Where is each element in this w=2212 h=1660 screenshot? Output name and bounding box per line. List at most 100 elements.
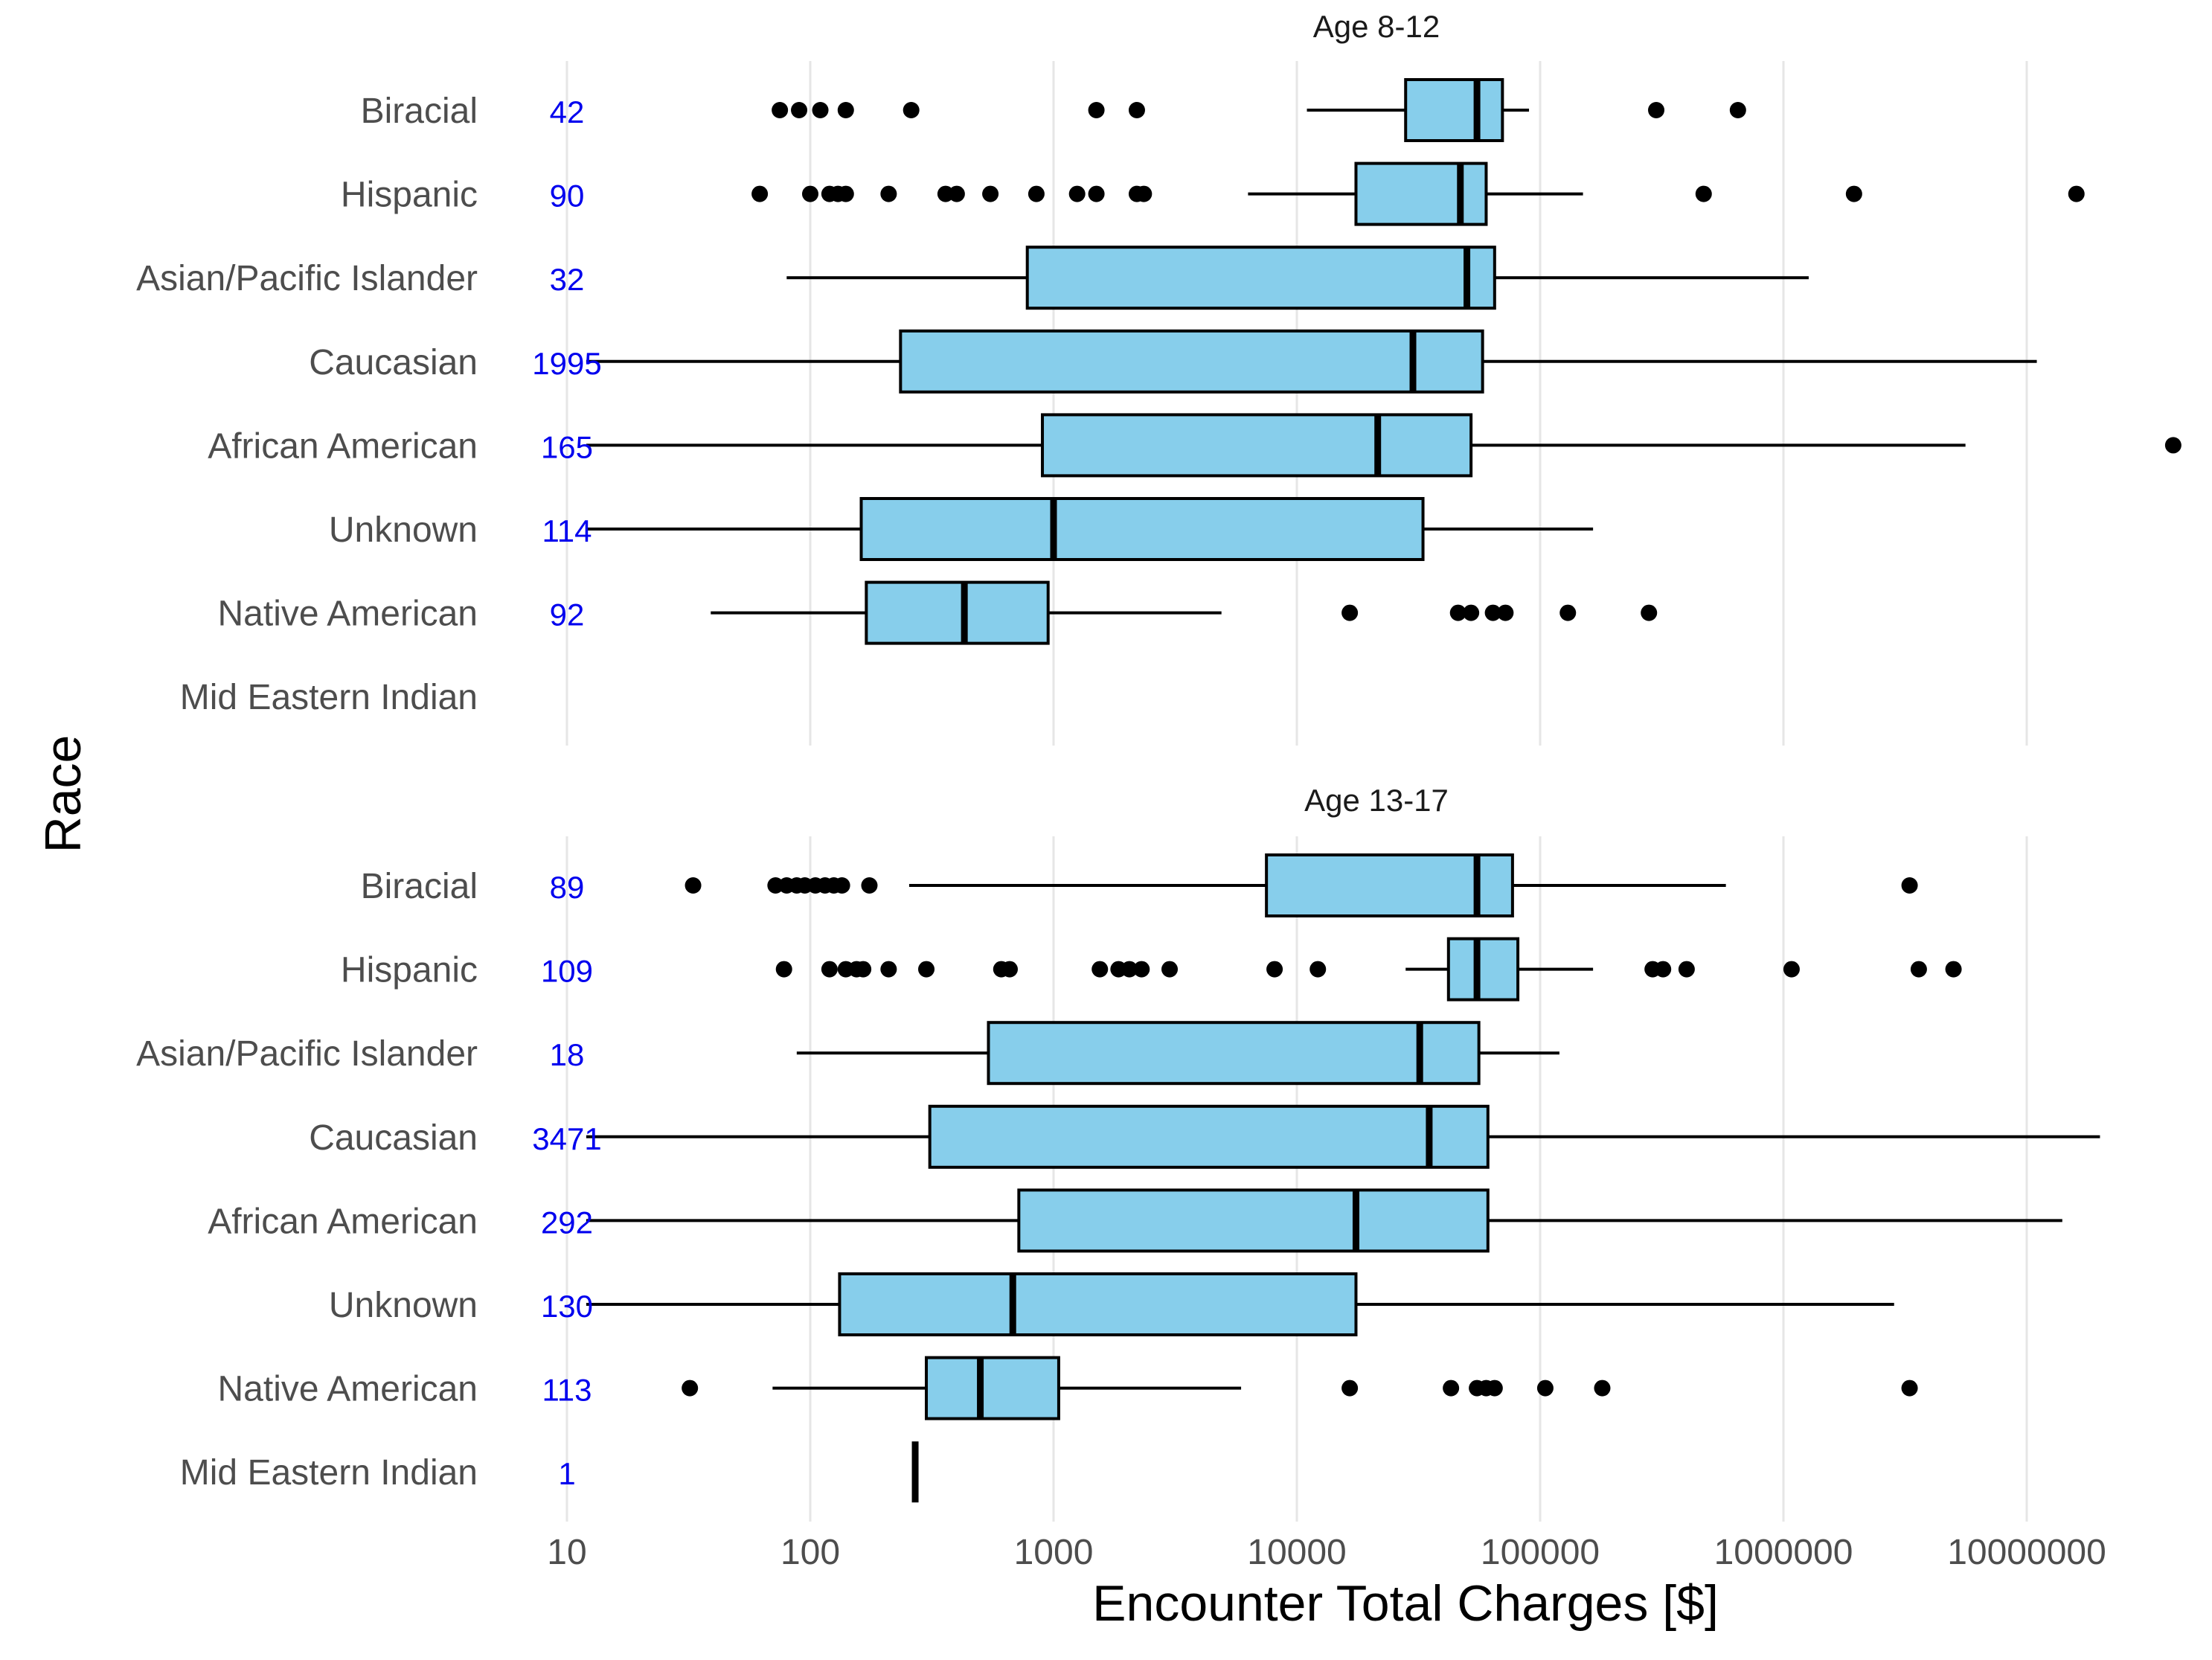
outlier-point bbox=[1133, 961, 1150, 978]
count-label: 89 bbox=[550, 870, 585, 905]
outlier-point bbox=[1655, 961, 1672, 978]
count-label: 114 bbox=[542, 513, 592, 548]
outlier-point bbox=[903, 102, 920, 118]
outlier-point bbox=[1341, 1379, 1359, 1397]
race-label: Native American bbox=[218, 1370, 478, 1409]
outlier-point bbox=[918, 961, 935, 978]
count-label: 130 bbox=[541, 1289, 593, 1324]
box bbox=[859, 497, 1425, 561]
plot-area bbox=[586, 78, 2181, 1503]
box bbox=[987, 1021, 1481, 1086]
outlier-point bbox=[1729, 102, 1746, 118]
box bbox=[1446, 937, 1520, 1002]
box bbox=[838, 1272, 1358, 1336]
outlier-point bbox=[1309, 961, 1327, 978]
outlier-point bbox=[812, 102, 829, 118]
race-label: Unknown bbox=[329, 1286, 478, 1325]
outlier-point bbox=[855, 961, 872, 978]
outlier-point bbox=[1068, 185, 1086, 202]
count-label: 18 bbox=[550, 1037, 585, 1072]
outlier-point bbox=[1128, 102, 1145, 118]
outlier-point bbox=[1901, 1379, 1918, 1397]
outlier-point bbox=[880, 185, 897, 202]
x-tick-label: 10000 bbox=[1247, 1533, 1346, 1572]
box bbox=[1354, 161, 1488, 226]
outlier-point bbox=[1121, 961, 1138, 978]
count-label: 42 bbox=[550, 94, 585, 129]
box bbox=[1404, 78, 1504, 142]
box bbox=[1265, 853, 1514, 917]
count-label: 113 bbox=[542, 1373, 592, 1408]
box bbox=[865, 580, 1050, 645]
outlier-point bbox=[791, 102, 808, 118]
grid-lines bbox=[565, 61, 2028, 1522]
count-label: 92 bbox=[550, 597, 585, 632]
outlier-point bbox=[1497, 604, 1514, 621]
count-label: 90 bbox=[550, 179, 585, 214]
y-axis-title: Race bbox=[35, 735, 92, 853]
x-tick-label: 1000000 bbox=[1714, 1533, 1853, 1572]
race-label: Unknown bbox=[329, 510, 478, 550]
box bbox=[1041, 413, 1473, 478]
outlier-point bbox=[1266, 961, 1283, 978]
race-label: Caucasian bbox=[309, 343, 478, 382]
count-label: 3471 bbox=[532, 1121, 601, 1156]
outlier-point bbox=[1463, 604, 1480, 621]
outlier-point bbox=[1028, 185, 1045, 202]
outlier-point bbox=[1641, 604, 1658, 621]
box bbox=[899, 329, 1484, 394]
outlier-point bbox=[1341, 604, 1359, 621]
race-label: Mid Eastern Indian bbox=[180, 1453, 478, 1493]
outlier-point bbox=[685, 877, 702, 894]
outlier-point bbox=[1088, 102, 1105, 118]
outlier-point bbox=[751, 185, 769, 202]
x-axis-title: Encounter Total Charges [$] bbox=[1092, 1575, 1719, 1632]
box bbox=[1017, 1188, 1490, 1253]
race-label: African American bbox=[208, 426, 478, 466]
labels: 10 100 1000 10000 100000 1000000 10000000 Age 8… bbox=[136, 9, 2106, 1572]
outlier-point bbox=[802, 185, 818, 202]
panel-title: Age 13-17 bbox=[1304, 783, 1449, 818]
outlier-point bbox=[982, 185, 999, 202]
race-label: Asian/Pacific Islander bbox=[136, 1034, 478, 1074]
count-label: 165 bbox=[541, 429, 593, 464]
x-tick-label: 100000 bbox=[1481, 1533, 1600, 1572]
x-tick-label: 100 bbox=[780, 1533, 840, 1572]
outlier-point bbox=[1945, 961, 1962, 978]
outlier-point bbox=[1845, 185, 1862, 202]
outlier-point bbox=[1910, 961, 1927, 978]
x-tick-label: 10000000 bbox=[1947, 1533, 2106, 1572]
count-label: 1 bbox=[558, 1456, 575, 1491]
race-label: Native American bbox=[218, 595, 478, 634]
race-label: African American bbox=[208, 1202, 478, 1241]
race-label: Hispanic bbox=[341, 176, 478, 215]
count-label: 32 bbox=[550, 262, 585, 297]
outlier-point bbox=[1091, 961, 1109, 978]
outlier-point bbox=[833, 877, 850, 894]
outlier-point bbox=[2164, 437, 2181, 454]
outlier-point bbox=[837, 102, 854, 118]
outlier-point bbox=[1001, 961, 1018, 978]
count-label: 109 bbox=[541, 954, 593, 989]
outlier-point bbox=[1161, 961, 1179, 978]
box bbox=[928, 1104, 1490, 1169]
outlier-point bbox=[821, 961, 838, 978]
count-label: 292 bbox=[541, 1205, 593, 1240]
box bbox=[1025, 246, 1496, 310]
outlier-point bbox=[1783, 961, 1800, 978]
race-label: Hispanic bbox=[341, 951, 478, 990]
outlier-point bbox=[948, 185, 965, 202]
outlier-point bbox=[772, 102, 789, 118]
race-label: Caucasian bbox=[309, 1118, 478, 1158]
outlier-point bbox=[861, 877, 878, 894]
outlier-point bbox=[1486, 1379, 1503, 1397]
outlier-point bbox=[837, 185, 854, 202]
x-tick-label: 10 bbox=[547, 1533, 586, 1572]
outlier-point bbox=[2068, 185, 2085, 202]
outlier-point bbox=[1678, 961, 1695, 978]
panel-title: Age 8-12 bbox=[1313, 9, 1440, 44]
outlier-point bbox=[880, 961, 897, 978]
outlier-point bbox=[1536, 1379, 1554, 1397]
outlier-point bbox=[1559, 604, 1577, 621]
